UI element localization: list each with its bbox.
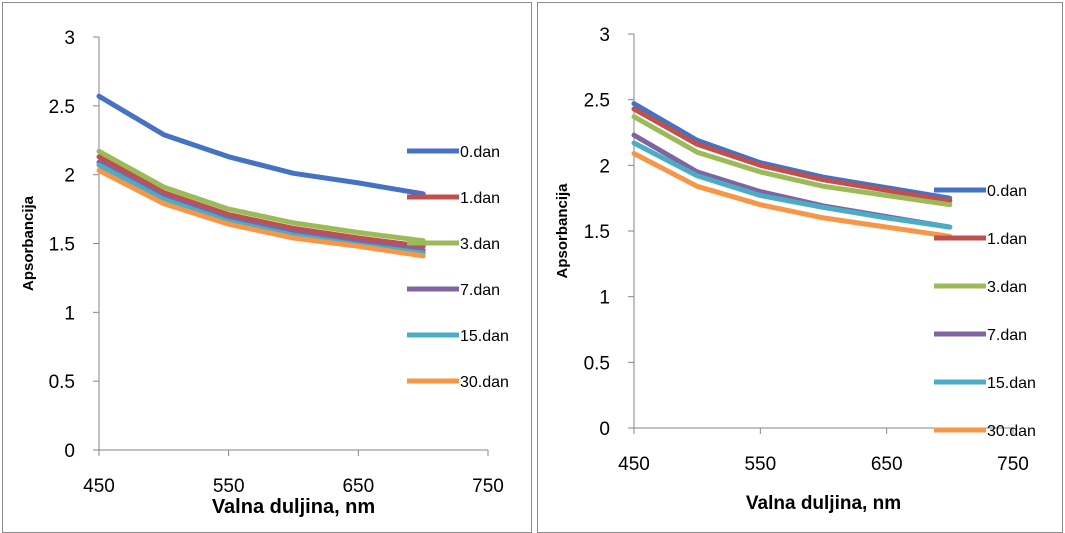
series-line-0.dan: [96, 93, 426, 197]
y-tick-label: 2.5: [584, 91, 610, 112]
y-tick-label: 2.5: [49, 97, 75, 118]
chart-panel-2: 0 0.5 1 1.5 2 2.5 3 450 550 650 750 Valna duljina, …: [537, 2, 1063, 533]
y-tick-label: 0: [599, 419, 610, 440]
series-line-30.dan: [631, 151, 953, 239]
series-line-3.dan: [96, 148, 426, 244]
x-tick-label: 650: [342, 476, 374, 497]
y-tick-label: 0.5: [49, 372, 75, 393]
x-axis-title: Valna duljina, nm: [212, 496, 375, 518]
series-line-30.dan: [96, 168, 426, 259]
legend-label: 15.dan: [987, 375, 1036, 392]
legend-label: 7.dan: [460, 282, 500, 299]
legend-label: 30.dan: [460, 374, 509, 391]
x-tick-label: 650: [871, 454, 903, 475]
chart-2: 0 0.5 1 1.5 2 2.5 3 450 550 650 750 Valna duljina, …: [554, 25, 1036, 514]
x-axis-title: Valna duljina, nm: [746, 493, 901, 514]
x-tick-label: 750: [997, 454, 1029, 475]
y-tick-label: 1.5: [584, 222, 610, 243]
series-line-1.dan: [631, 106, 953, 204]
series-line-15.dan: [631, 140, 953, 230]
legend-label: 0.dan: [460, 144, 500, 161]
x-tick-label: 550: [213, 476, 245, 497]
y-tick-label: 1: [599, 288, 610, 309]
y-tick-label: 2: [599, 156, 610, 177]
y-tick-label: 3: [64, 28, 75, 49]
legend-label: 30.dan: [987, 423, 1036, 440]
legend-label: 1.dan: [460, 190, 500, 207]
chart-panel-1: 0 0.5 1 1.5 2 2.5 3 450 550 650 750 Valna duljina, …: [2, 2, 532, 533]
y-tick-label: 2: [64, 166, 75, 187]
legend-label: 0.dan: [987, 183, 1027, 200]
chart-1: 0 0.5 1 1.5 2 2.5 3 450 550 650 750 Valna duljina, …: [20, 28, 509, 518]
legend-label: 3.dan: [460, 236, 500, 253]
x-tick-label: 450: [83, 476, 115, 497]
legend-label: 7.dan: [987, 327, 1027, 344]
y-tick-label: 0: [64, 441, 75, 462]
legend-label: 15.dan: [460, 328, 509, 345]
legend-label: 1.dan: [987, 231, 1027, 248]
y-tick-label: 3: [599, 25, 610, 46]
y-axis-title: Apsorbancija: [554, 183, 571, 279]
y-tick-label: 1: [64, 303, 75, 324]
y-tick-label: 1.5: [49, 235, 75, 256]
legend-label: 3.dan: [987, 279, 1027, 296]
series-line-3.dan: [631, 114, 953, 208]
y-tick-label: 0.5: [584, 353, 610, 374]
x-tick-label: 550: [744, 454, 776, 475]
x-tick-label: 750: [472, 476, 504, 497]
x-tick-label: 450: [618, 454, 650, 475]
series-line-0.dan: [631, 101, 953, 201]
series-line-1.dan: [96, 154, 426, 249]
y-axis-title: Apsorbancija: [20, 195, 37, 291]
